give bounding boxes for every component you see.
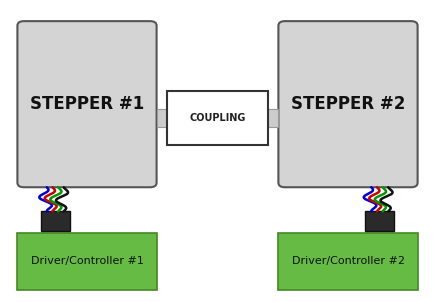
Text: STEPPER #2: STEPPER #2 [290, 95, 404, 113]
Bar [41, 211, 69, 231]
Text: Driver/Controller #1: Driver/Controller #1 [30, 256, 143, 266]
Bar [17, 233, 156, 290]
Text: STEPPER #1: STEPPER #1 [30, 95, 144, 113]
FancyBboxPatch shape [278, 21, 417, 187]
Text: COUPLING: COUPLING [189, 113, 245, 123]
Bar [167, 91, 267, 145]
Bar [278, 233, 417, 290]
Bar [365, 211, 393, 231]
Bar [247, 109, 278, 127]
Bar [156, 109, 187, 127]
FancyBboxPatch shape [17, 21, 156, 187]
Text: Driver/Controller #2: Driver/Controller #2 [291, 256, 404, 266]
